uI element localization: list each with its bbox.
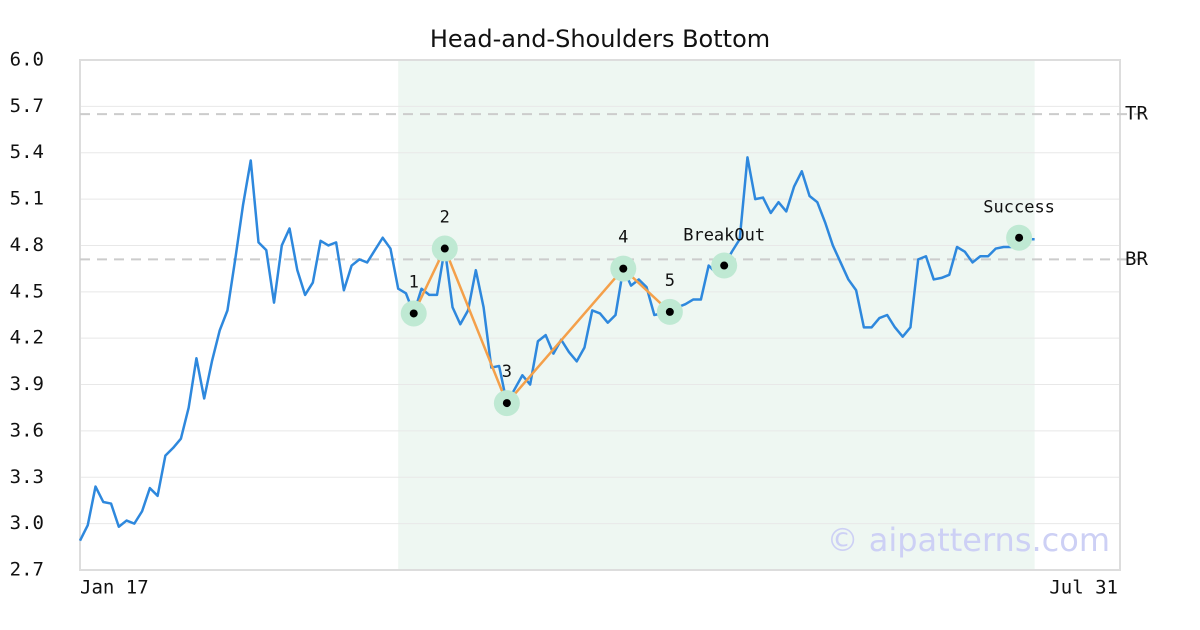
y-tick-label: 3.9: [10, 373, 44, 395]
watermark: © aipatterns.com: [827, 521, 1110, 559]
y-tick-label: 4.5: [10, 280, 44, 302]
x-tick-label: Jul 31: [1049, 577, 1118, 599]
level-label: BR: [1125, 248, 1148, 270]
point-label: 5: [665, 271, 675, 291]
y-tick-label: 5.1: [10, 188, 44, 210]
y-tick-label: 4.8: [10, 234, 44, 256]
y-tick-label: 3.3: [10, 466, 44, 488]
y-tick-label: 2.7: [10, 559, 44, 581]
x-tick-label: Jan 17: [80, 577, 149, 599]
pattern-region: [398, 60, 1035, 570]
point-dot: [502, 399, 511, 408]
y-tick-label: 6.0: [10, 49, 44, 71]
point-label: 1: [409, 272, 419, 292]
y-tick-label: 4.2: [10, 327, 44, 349]
y-tick-label: 3.6: [10, 419, 44, 441]
plot-frame: [79, 59, 1121, 571]
point-dot: [440, 244, 449, 253]
chart-title: Head-and-Shoulders Bottom: [430, 25, 770, 53]
y-tick-label: 5.7: [10, 95, 44, 117]
point-label: BreakOut: [683, 226, 765, 246]
point-label: 2: [440, 208, 450, 228]
y-tick-label: 5.4: [10, 141, 44, 163]
point-dot: [619, 264, 628, 273]
point-dot: [665, 307, 674, 316]
point-dot: [1015, 233, 1024, 242]
point-dot: [409, 309, 418, 318]
point-dot: [720, 261, 729, 270]
level-label: TR: [1125, 103, 1148, 125]
point-label: 4: [618, 228, 628, 248]
point-label: 3: [502, 362, 512, 382]
y-tick-label: 3.0: [10, 512, 44, 534]
point-label: Success: [983, 198, 1055, 218]
